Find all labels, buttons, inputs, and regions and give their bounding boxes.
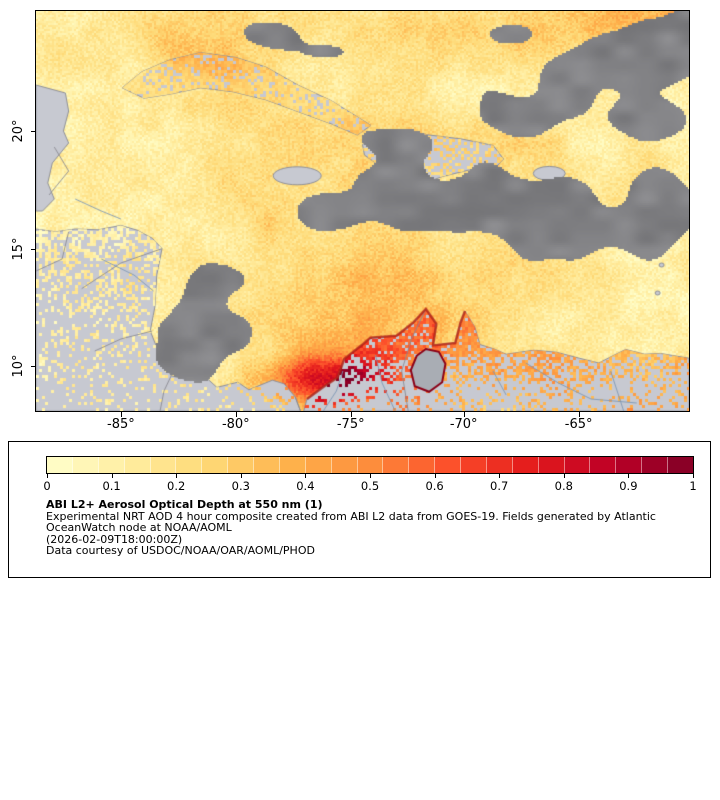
lat-tick-label: 20° [11,119,26,143]
colorbar-tick-labels: 0 0.1 0.2 0.3 0.4 0.5 0.6 0.7 0.8 0.9 1 [43,442,697,497]
colorbar [46,456,694,474]
colorbar-segment [512,457,539,473]
lon-tick-label: -65° [564,417,593,432]
colorbar-tick-mark [111,474,113,478]
colorbar-tick-mark [176,474,178,478]
aod-map-canvas [36,11,689,411]
map-panel: 20° 15° 10° -85° -80° -75° -70° -65° [11,10,690,432]
colorbar-tick-label: 0.5 [360,479,380,493]
colorbar-segment [461,457,487,473]
colorbar-tick-label: 0.4 [296,479,315,493]
colorbar-segment [331,457,358,473]
lon-tick-label: -75° [336,417,365,432]
lon-tick-mark [120,412,122,417]
colorbar-tick-label: 0 [43,479,51,493]
colorbar-segment [642,457,668,473]
colorbar-tick-label: 0.7 [490,479,509,493]
lon-tick-mark [350,412,352,417]
lon-tick-label: -80° [221,417,250,432]
colorbar-tick-label: 0.1 [102,479,121,493]
colorbar-segment [538,457,565,473]
colorbar-segment [228,457,254,473]
colorbar-segment [590,457,617,473]
lon-tick-mark [578,412,580,417]
colorbar-tick-mark [240,474,242,478]
lon-tick-mark [463,412,465,417]
colorbar-segment [98,457,125,473]
colorbar-segment [668,457,693,473]
colorbar-tick-label: 0.3 [231,479,250,493]
legend-text-block: ABI L2+ Aerosol Optical Depth at 550 nm … [46,499,710,557]
colorbar-tick-mark [370,474,371,478]
lat-tick-label: 10° [11,354,26,378]
legend-panel: 0 0.1 0.2 0.3 0.4 0.5 0.6 0.7 0.8 0.9 1 ABI L2+ Ae… [8,441,711,578]
colorbar-segment [357,457,384,473]
colorbar-segment [124,457,151,473]
legend-description-line2: OceanWatch node at NOAA/AOML [46,521,232,534]
colorbar-tick-label: 0.8 [554,479,573,493]
colorbar-tick-mark [47,474,48,478]
colorbar-tick-label: 0.6 [425,479,444,493]
colorbar-tick-label: 0.2 [167,479,186,493]
legend-timestamp: (2026-02-09T18:00:00Z) [46,532,183,546]
colorbar-tick-mark [434,474,436,478]
colorbar-segment [564,457,591,473]
colorbar-segment [176,457,203,473]
colorbar-tick-mark [563,474,565,478]
lon-tick-label: -70° [449,417,478,432]
colorbar-tick-label: 0.9 [619,479,638,493]
colorbar-segment [72,457,99,473]
colorbar-segment [279,457,306,473]
colorbar-segment [616,457,643,473]
colorbar-tick-mark [305,474,307,478]
colorbar-segment [435,457,461,473]
colorbar-segment [47,457,73,473]
colorbar-tick-mark [628,474,630,478]
colorbar-tick-label: 1 [689,479,697,493]
lon-tick-label: -85° [107,417,135,432]
lat-tick-label: 15° [11,237,26,261]
colorbar-segment [486,457,513,473]
colorbar-segment [254,457,280,473]
legend-courtesy: Data courtesy of USDOC/NOAA/OAR/AOML/PHO… [46,544,315,557]
colorbar-segment [409,457,436,473]
colorbar-tick-mark [499,474,501,478]
colorbar-tick-mark [693,474,694,478]
colorbar-segment [305,457,332,473]
legend-title: ABI L2+ Aerosol Optical Depth at 550 nm … [46,498,323,511]
colorbar-segment [150,457,177,473]
legend-description-line1: Experimental NRT AOD 4 hour composite cr… [46,509,656,523]
lon-tick-mark [235,412,237,417]
colorbar-segment [202,457,229,473]
colorbar-segment [383,457,410,473]
